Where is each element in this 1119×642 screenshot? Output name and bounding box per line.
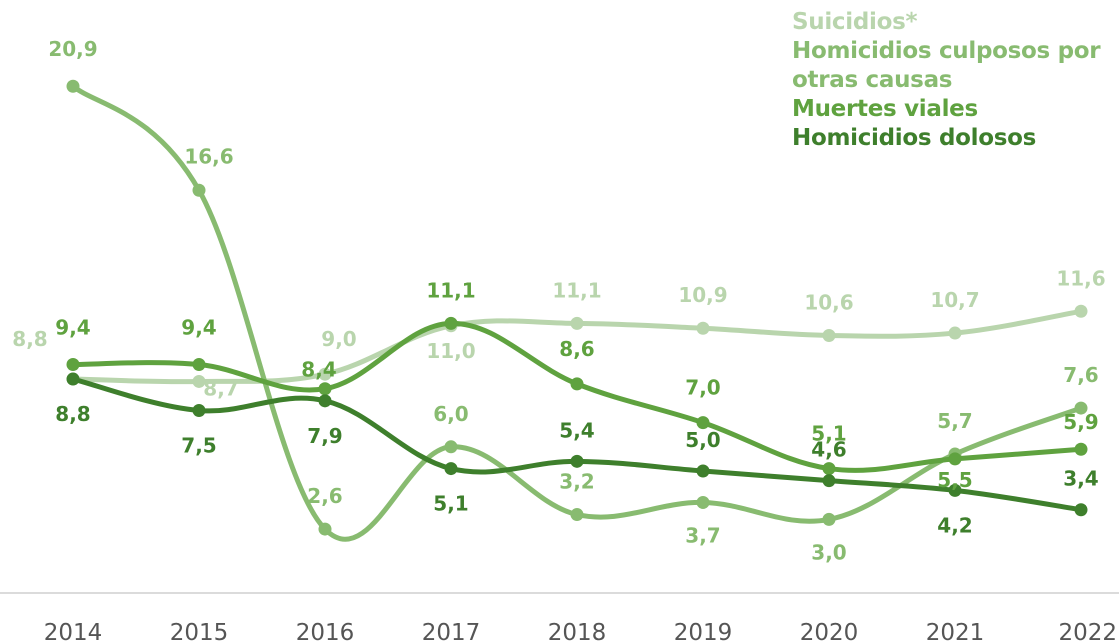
legend-item-homicidios-culposos: Homicidios culposos por otras causas xyxy=(792,38,1101,93)
data-label: 3,0 xyxy=(811,540,846,564)
data-label: 5,1 xyxy=(811,422,846,446)
x-tick-label: 2014 xyxy=(44,620,103,642)
data-point xyxy=(192,374,206,388)
data-point xyxy=(570,377,584,391)
data-point xyxy=(66,358,80,372)
data-point xyxy=(192,183,206,197)
data-point xyxy=(66,372,80,386)
data-label: 5,5 xyxy=(937,468,972,492)
data-label: 6,0 xyxy=(433,402,468,426)
data-point xyxy=(696,321,710,335)
x-tick-label: 2016 xyxy=(296,620,355,642)
data-point xyxy=(192,358,206,372)
data-label: 4,2 xyxy=(937,513,972,537)
data-point xyxy=(822,474,836,488)
data-point xyxy=(822,328,836,342)
data-point xyxy=(696,464,710,478)
data-label: 11,1 xyxy=(552,278,601,302)
data-point xyxy=(948,452,962,466)
legend: Suicidios* Homicidios culposos por otras… xyxy=(792,8,1112,153)
legend-item-suicidios: Suicidios* xyxy=(792,9,918,35)
data-point xyxy=(822,512,836,526)
data-point xyxy=(696,416,710,430)
data-point xyxy=(444,440,458,454)
data-label: 11,1 xyxy=(426,278,475,302)
data-label: 2,6 xyxy=(307,484,342,508)
data-point xyxy=(318,394,332,408)
data-point xyxy=(1074,503,1088,517)
data-label: 4,6 xyxy=(811,438,846,462)
data-label: 10,9 xyxy=(678,283,727,307)
data-label: 8,8 xyxy=(12,327,47,351)
legend-item-homicidios-dolosos: Homicidios dolosos xyxy=(792,125,1036,151)
data-label: 3,7 xyxy=(685,523,720,547)
data-point xyxy=(192,404,206,417)
data-point xyxy=(66,79,80,93)
data-label: 7,5 xyxy=(181,434,216,458)
data-label: 20,9 xyxy=(48,37,97,61)
data-label: 8,7 xyxy=(203,376,238,400)
data-point xyxy=(318,382,332,396)
data-label: 16,6 xyxy=(184,144,233,168)
data-label: 5,0 xyxy=(685,428,720,452)
data-label: 7,9 xyxy=(307,424,342,448)
x-tick-label: 2019 xyxy=(674,620,733,642)
series-line xyxy=(70,83,1084,542)
data-point xyxy=(444,462,458,476)
x-tick-label: 2018 xyxy=(548,620,607,642)
data-point xyxy=(1074,442,1088,456)
data-point xyxy=(948,326,962,340)
legend-item-muertes-viales: Muertes viales xyxy=(792,96,978,122)
data-label: 8,6 xyxy=(559,337,594,361)
data-label: 11,6 xyxy=(1056,266,1105,290)
data-point xyxy=(948,483,962,497)
data-label: 8,8 xyxy=(55,402,90,426)
data-point xyxy=(822,462,836,476)
data-label: 9,4 xyxy=(181,316,216,340)
data-label: 11,0 xyxy=(426,339,475,363)
data-label: 7,0 xyxy=(685,376,720,400)
data-label: 8,4 xyxy=(301,358,336,382)
data-point xyxy=(570,316,584,330)
data-label: 7,6 xyxy=(1063,363,1098,387)
x-tick-label: 2022 xyxy=(1058,620,1117,642)
data-label: 9,0 xyxy=(321,327,356,351)
data-point xyxy=(696,495,710,509)
data-point xyxy=(1074,401,1088,415)
x-tick-label: 2015 xyxy=(170,620,229,642)
data-label: 9,4 xyxy=(55,316,90,340)
data-label: 3,2 xyxy=(559,470,594,494)
data-label: 10,7 xyxy=(930,288,979,312)
data-label: 10,6 xyxy=(804,290,853,314)
data-point xyxy=(444,316,458,330)
data-point xyxy=(570,508,584,522)
data-label: 5,7 xyxy=(937,409,972,433)
data-point xyxy=(318,522,332,536)
x-tick-label: 2021 xyxy=(926,620,985,642)
x-tick-label: 2017 xyxy=(422,620,481,642)
data-point xyxy=(1074,304,1088,318)
data-label: 3,4 xyxy=(1063,467,1098,491)
data-label: 5,4 xyxy=(559,418,594,442)
data-point xyxy=(318,367,332,381)
data-label: 5,9 xyxy=(1063,410,1098,434)
x-tick-label: 2020 xyxy=(800,620,859,642)
data-label: 5,1 xyxy=(433,492,468,516)
data-point xyxy=(570,454,584,468)
